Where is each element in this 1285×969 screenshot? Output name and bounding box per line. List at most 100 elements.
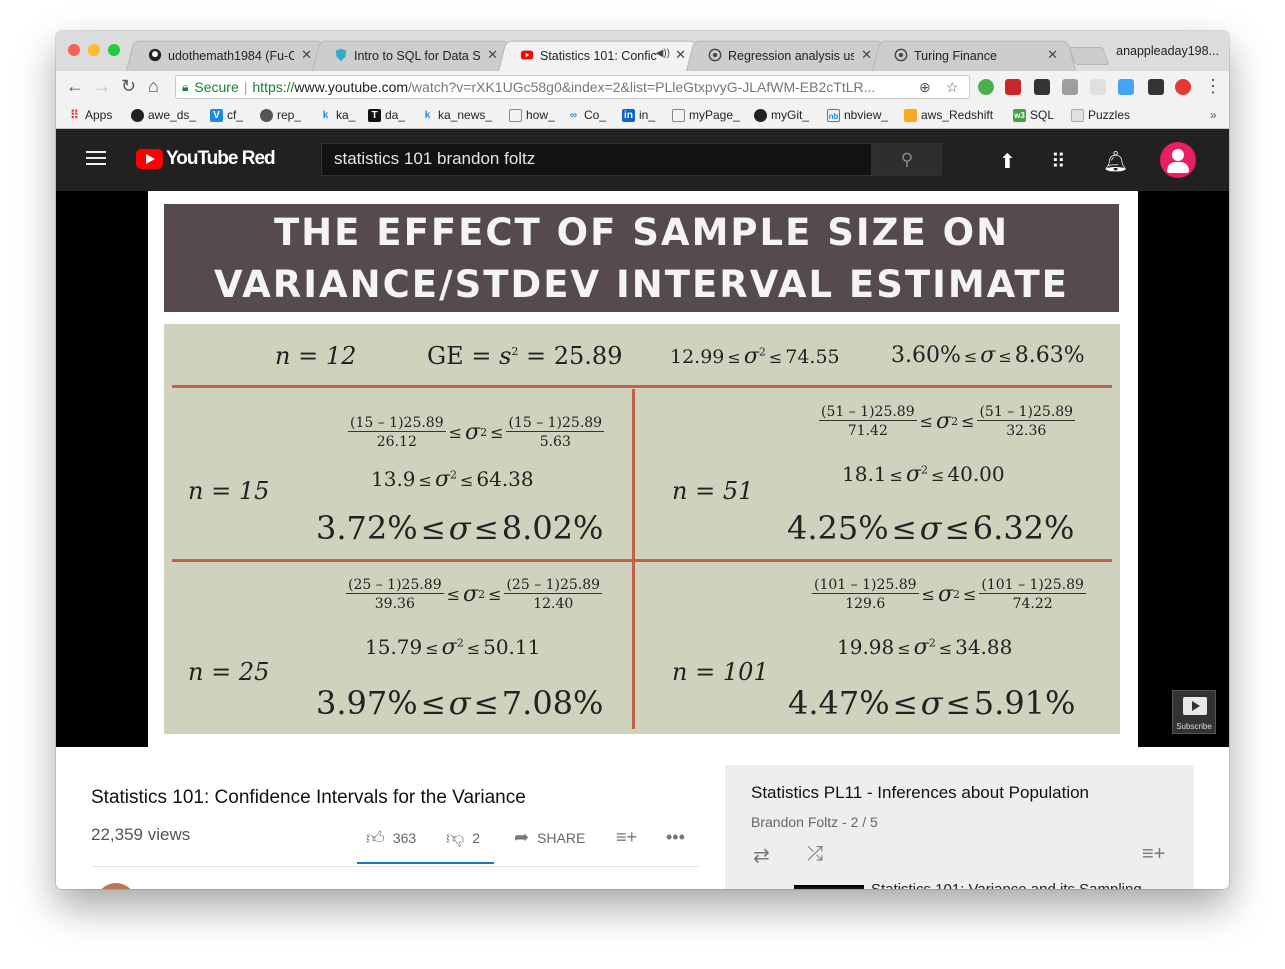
account-avatar[interactable]: [1160, 142, 1196, 178]
url-scheme: https://: [252, 79, 295, 95]
video-player[interactable]: THE EFFECT OF SAMPLE SIZE ON VARIANCE/ST…: [56, 191, 1229, 747]
tab-close-icon[interactable]: ✕: [861, 47, 872, 62]
back-arrow-icon[interactable]: ←: [66, 76, 84, 96]
zoom-window-button[interactable]: [108, 44, 120, 56]
var-low: 18.1: [842, 462, 887, 486]
close-window-button[interactable]: [68, 44, 80, 56]
home-icon[interactable]: ⌂: [148, 76, 159, 96]
bookmark-item[interactable]: rep_: [260, 108, 301, 122]
bookmark-item[interactable]: Puzzles: [1071, 108, 1130, 122]
bookmark-label: myPage_: [689, 108, 740, 122]
url-text[interactable]: https://www.youtube.com/watch?v=rXK1UGc5…: [252, 79, 892, 95]
bookmark-item[interactable]: k ka_news_: [421, 108, 492, 122]
playlist-panel: Statistics PL11 - Inferences about Popul…: [725, 765, 1194, 889]
bookmark-label: how_: [526, 108, 555, 122]
playlist-add-icon[interactable]: ≡+: [1142, 843, 1166, 865]
channel-avatar[interactable]: [96, 883, 136, 889]
tab-close-icon[interactable]: ✕: [487, 47, 498, 62]
tab-close-icon[interactable]: ✕: [1047, 47, 1058, 62]
youtube-icon: [520, 50, 534, 60]
divider-line: [172, 385, 1112, 388]
extension-icon[interactable]: [1148, 79, 1164, 95]
forward-arrow-icon[interactable]: →: [93, 76, 111, 96]
tab-youtube-active[interactable]: Statistics 101: Confic ◀)) ✕: [510, 40, 692, 71]
reload-icon[interactable]: ↻: [121, 76, 137, 96]
playlist-title[interactable]: Statistics PL11 - Inferences about Popul…: [751, 783, 1089, 802]
more-horizontal-icon: •••: [666, 827, 685, 847]
more-actions-button[interactable]: •••: [666, 827, 693, 848]
like-button[interactable]: 👍︎ 363: [366, 827, 416, 849]
audio-playing-icon[interactable]: ◀)): [655, 48, 670, 59]
extension-icon[interactable]: [1005, 79, 1021, 95]
extension-icon[interactable]: [1118, 79, 1134, 95]
profile-name[interactable]: anappleaday198...: [1116, 44, 1219, 58]
new-tab-button[interactable]: [1068, 47, 1110, 65]
thumbs-up-icon: 👍︎: [366, 828, 385, 848]
subscribe-watermark[interactable]: Subscribe: [1172, 690, 1216, 734]
variance-formula: (25 – 1)25.89 39.36 ≤ σ 2 ≤ (25 – 1)25.89 12.…: [346, 577, 603, 612]
bookmark-item[interactable]: w3 SQL: [1013, 108, 1054, 122]
extension-icon[interactable]: [1062, 79, 1078, 95]
tab-close-icon[interactable]: ✕: [301, 47, 312, 62]
bookmark-apps[interactable]: ⠿ Apps: [68, 108, 112, 122]
tab-title: Turing Finance: [914, 48, 997, 63]
bookmark-star-icon[interactable]: ☆: [946, 79, 959, 95]
video-info: Statistics 101: Confidence Intervals for…: [56, 747, 1229, 889]
bookmark-item[interactable]: k ka_: [319, 108, 356, 122]
youtube-logo[interactable]: YouTube Red: [136, 148, 276, 170]
tab-turing-finance[interactable]: Turing Finance ✕: [884, 40, 1064, 71]
url-separator: |: [243, 79, 248, 95]
variance-formula: (15 – 1)25.89 26.12 ≤ σ 2 ≤ (15 – 1)25.89 5.6…: [348, 415, 605, 450]
apps-grid-icon: ⠿: [70, 107, 79, 122]
tab-regression[interactable]: Regression analysis usi ✕: [698, 40, 878, 71]
sd-high: 7.08%: [501, 684, 604, 722]
loop-icon[interactable]: ⇄: [753, 845, 770, 867]
search-button[interactable]: ⚲: [872, 143, 942, 176]
stdev-interval: 4.47% ≤σ ≤5.91%: [788, 684, 1076, 722]
bookmark-item[interactable]: myGit_: [754, 108, 809, 122]
formula-denominator: 32.36: [1006, 423, 1047, 439]
tab-title: udothemath1984 (Fu-C: [168, 48, 294, 63]
video-frame-slide: THE EFFECT OF SAMPLE SIZE ON VARIANCE/ST…: [148, 191, 1138, 747]
bookmark-item[interactable]: nb nbview_: [827, 108, 888, 122]
chrome-menu-icon[interactable]: ⋮: [1204, 76, 1222, 96]
video-title: Statistics 101: Confidence Intervals for…: [91, 787, 526, 808]
bookmark-item[interactable]: awe_ds_: [131, 108, 196, 122]
tab-github[interactable]: udothemath1984 (Fu-C ✕: [138, 40, 318, 71]
bookmark-favicon-icon: [260, 108, 273, 122]
bookmarks-overflow-button[interactable]: »: [1210, 108, 1217, 122]
bookmark-favicon-icon: nb: [827, 108, 840, 122]
tab-datacamp[interactable]: Intro to SQL for Data Sc ✕: [324, 40, 504, 71]
bookmark-item[interactable]: myPage_: [672, 108, 740, 122]
add-to-playlist-button[interactable]: ≡+: [616, 827, 645, 848]
extension-icon[interactable]: [978, 79, 994, 95]
apps-grid-icon[interactable]: ⠿: [1051, 151, 1066, 173]
playlist-next-item[interactable]: Statistics 101: Variance and its Samplin…: [747, 881, 1187, 889]
menu-icon[interactable]: [86, 151, 106, 165]
share-button[interactable]: ➦ SHARE: [514, 827, 585, 848]
formula-numerator: (25 – 1)25.89: [504, 577, 603, 594]
bookmark-item[interactable]: in in_: [622, 108, 655, 122]
tab-close-icon[interactable]: ✕: [675, 47, 686, 62]
bookmark-item[interactable]: ∞ Co_: [567, 108, 606, 122]
ge-exponent: 2: [511, 345, 519, 358]
search-input[interactable]: statistics 101 brandon foltz: [321, 143, 872, 176]
extension-icon[interactable]: [1034, 79, 1050, 95]
bookmark-favicon-icon: ∞: [569, 109, 578, 121]
formula-numerator: (101 – 1)25.89: [812, 577, 919, 594]
notifications-bell-icon[interactable]: 🔔︎: [1103, 151, 1129, 173]
minimize-window-button[interactable]: [88, 44, 100, 56]
shuffle-icon[interactable]: ⤮: [807, 843, 823, 865]
zoom-icon[interactable]: ⊕: [919, 79, 931, 95]
extension-icon[interactable]: [1175, 79, 1191, 95]
address-bar[interactable]: 🔒︎ Secure | https://www.youtube.com/watc…: [175, 75, 970, 99]
upload-icon[interactable]: ⬆: [999, 151, 1016, 173]
slide-title: THE EFFECT OF SAMPLE SIZE ON VARIANCE/ST…: [164, 204, 1119, 312]
dislike-button[interactable]: 👎︎ 2: [446, 827, 480, 849]
extension-icon[interactable]: [1090, 79, 1106, 95]
bookmark-item[interactable]: aws_Redshift: [904, 108, 993, 122]
formula-numerator: (101 – 1)25.89: [979, 577, 1086, 594]
bookmark-item[interactable]: how_: [509, 108, 555, 122]
